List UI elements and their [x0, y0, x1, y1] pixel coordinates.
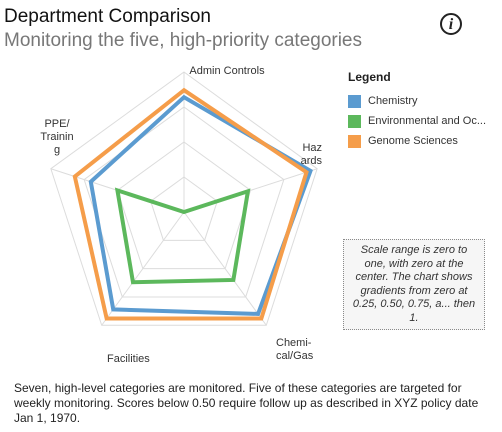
grid-ring-3 — [83, 106, 285, 298]
grid-ring-1 — [150, 176, 218, 241]
page-subtitle: Monitoring the five, high-priority categ… — [4, 30, 363, 51]
info-icon[interactable]: i — [440, 13, 462, 35]
axis-label-4: Facilities — [107, 353, 150, 365]
legend-swatch-chemistry — [348, 94, 361, 108]
legend-swatch-genome — [348, 134, 361, 148]
legend-label-chemistry: Chemistry — [368, 95, 418, 107]
axis-label-3: Chemi-cal/Gas — [276, 337, 314, 362]
legend-item-genome[interactable]: Genome Sciences — [348, 131, 498, 151]
axis-spoke-3 — [183, 211, 267, 326]
axis-label-5: PPE/Trainin g — [40, 118, 73, 156]
axis-label-1: Admin Controls — [189, 65, 265, 77]
axis-spoke-4 — [101, 211, 185, 326]
axis-label-2: Haz ards — [301, 142, 323, 167]
caption-text: Seven, high-level categories are monitor… — [14, 381, 479, 425]
legend-swatch-environmental — [348, 114, 361, 128]
legend-item-chemistry[interactable]: Chemistry — [348, 91, 498, 111]
legend-label-genome: Genome Sciences — [368, 135, 458, 147]
legend-label-environmental: Environmental and Oc... — [368, 115, 487, 127]
grid-ring-2 — [116, 141, 252, 270]
page-title: Department Comparison — [4, 6, 211, 27]
scale-note: Scale range is zero to one, with zero at… — [343, 239, 485, 330]
legend-title: Legend — [348, 70, 391, 84]
grid-ring-4 — [50, 71, 318, 326]
series-line-2 — [114, 187, 251, 285]
series-line-3 — [72, 87, 309, 321]
legend: Legend Chemistry Environmental and Oc...… — [348, 70, 498, 151]
legend-item-environmental[interactable]: Environmental and Oc... — [348, 111, 498, 131]
